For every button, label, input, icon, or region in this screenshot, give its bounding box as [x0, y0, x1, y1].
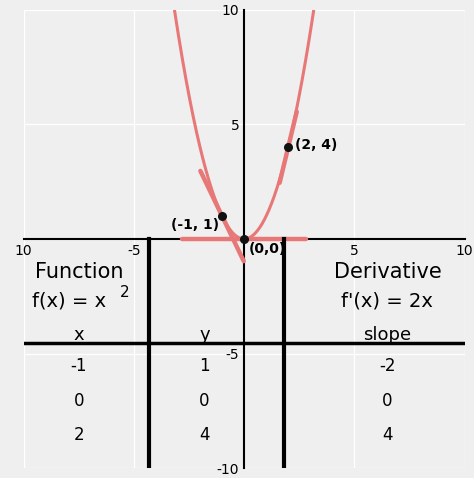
- Text: -1: -1: [71, 358, 87, 375]
- Text: 1: 1: [199, 358, 210, 375]
- Text: -2: -2: [379, 358, 396, 375]
- Text: f(x) = x: f(x) = x: [32, 292, 112, 311]
- Text: (-1, 1): (-1, 1): [171, 218, 219, 232]
- Text: (0,0): (0,0): [248, 242, 286, 256]
- Text: y: y: [199, 326, 210, 344]
- Text: 2: 2: [73, 426, 84, 444]
- Text: Function: Function: [35, 262, 123, 282]
- Text: 0: 0: [199, 392, 210, 410]
- Text: Derivative: Derivative: [334, 262, 441, 282]
- Text: 4: 4: [199, 426, 210, 444]
- Text: x: x: [73, 326, 84, 344]
- Text: 2: 2: [120, 285, 130, 300]
- Text: 0: 0: [73, 392, 84, 410]
- Text: slope: slope: [363, 326, 411, 344]
- Text: 4: 4: [382, 426, 392, 444]
- Text: 0: 0: [382, 392, 392, 410]
- Text: (2, 4): (2, 4): [295, 138, 337, 152]
- Text: f'(x) = 2x: f'(x) = 2x: [341, 292, 433, 311]
